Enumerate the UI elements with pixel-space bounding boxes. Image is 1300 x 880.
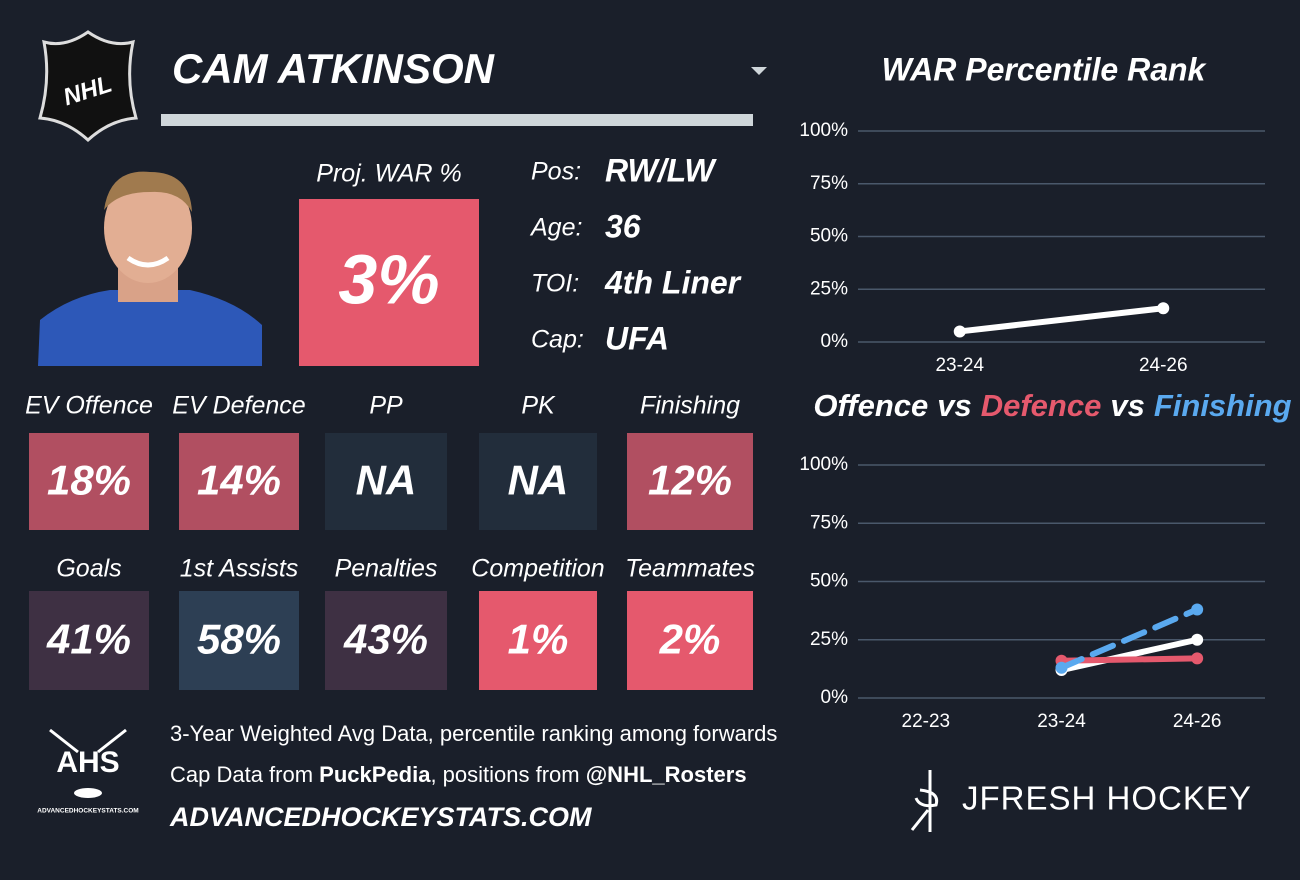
tile-box — [29, 433, 149, 530]
legend-separator: vs — [1110, 388, 1144, 423]
tile-box — [627, 591, 753, 690]
profile-label: TOI: — [531, 270, 579, 298]
y-tick-label: 50% — [810, 226, 848, 247]
credit-source[interactable]: PuckPedia — [319, 762, 431, 787]
dropdown-arrow[interactable] — [751, 67, 767, 75]
stat-tiles: EV Offence 18% EV Defence 14% PP NA PK NA Finish… — [25, 392, 755, 690]
series-point — [1191, 652, 1204, 665]
profile-label: Age: — [529, 214, 582, 242]
x-tick-label: 23-24 — [1037, 711, 1086, 732]
brand-text: JFRESH HOCKEY — [962, 780, 1252, 817]
tile-label: 1st Assists — [180, 555, 299, 583]
profile-value: 4th Liner — [604, 264, 742, 300]
jfresh-logo-mark — [910, 770, 939, 832]
x-tick-label: 23-24 — [935, 355, 984, 376]
tile-box — [179, 591, 299, 690]
legend-separator: vs — [937, 388, 971, 423]
profile-value: UFA — [605, 320, 669, 356]
tile-label: Teammates — [625, 555, 755, 583]
tile-label: Goals — [56, 555, 121, 583]
profile-value: RW/LW — [605, 152, 717, 188]
y-tick-label: 0% — [821, 331, 849, 352]
tile-label: Competition — [471, 555, 604, 583]
tile-box — [479, 591, 597, 690]
legend-entry: Offence — [813, 388, 928, 423]
tile-box — [479, 433, 597, 530]
tile-value: 14% — [197, 457, 281, 504]
profile: Pos: RW/LW Age: 36 TOI: 4th Liner Cap: UFA — [529, 152, 742, 356]
y-tick-label: 75% — [810, 173, 848, 194]
tile-box — [627, 433, 753, 530]
y-tick-label: 0% — [821, 687, 849, 708]
tile-value: NA — [356, 457, 417, 504]
y-tick-label: 100% — [799, 454, 848, 475]
series-line — [1058, 606, 1201, 671]
tile-box — [325, 433, 447, 530]
footer-credit: Cap Data from PuckPedia, positions from … — [170, 762, 747, 787]
tile-label: Finishing — [640, 392, 740, 420]
proj-war-value: 3% — [338, 240, 439, 318]
series-point — [1157, 302, 1170, 315]
name-underline — [161, 114, 753, 126]
tile-box — [179, 433, 299, 530]
proj-war-label: Proj. WAR % — [316, 160, 461, 188]
legend-entry: Defence — [981, 388, 1102, 423]
footer-site[interactable]: ADVANCEDHOCKEYSTATS.COM — [169, 802, 592, 832]
series-line — [1058, 636, 1201, 674]
tile-value: 12% — [648, 457, 732, 504]
tile-box — [325, 591, 447, 690]
chart-title: WAR Percentile Rank — [882, 51, 1208, 87]
y-tick-label: 25% — [810, 629, 848, 650]
y-tick-label: 75% — [810, 512, 848, 533]
tile-value: 43% — [343, 616, 428, 663]
tile-label: EV Offence — [25, 392, 153, 420]
legend-entry: Finishing — [1154, 388, 1292, 423]
tile-value: 41% — [46, 616, 131, 663]
footer-note: 3-Year Weighted Avg Data, percentile ran… — [170, 721, 777, 746]
ahs-logo: AHS ADVANCEDHOCKEYSTATS.COM — [37, 728, 139, 815]
profile-value: 36 — [605, 208, 641, 244]
tile-box — [29, 591, 149, 690]
x-tick-label: 22-23 — [902, 711, 951, 732]
player-name: CAM ATKINSON — [172, 45, 496, 92]
ahs-logo-caption: ADVANCEDHOCKEYSTATS.COM — [37, 808, 138, 815]
player-photo — [38, 171, 262, 366]
ahs-logo-text: AHS — [56, 746, 119, 779]
credit-text: Cap Data from — [170, 762, 319, 787]
proj-war-box — [299, 199, 479, 366]
charts: 0% 25% 50% 75% 100% 23-24 24-26 WAR Percentile … — [799, 51, 1291, 732]
nhl-shield — [38, 30, 138, 143]
tile-label: PP — [369, 392, 403, 420]
y-tick-label: 25% — [810, 278, 848, 299]
series-point — [1191, 633, 1204, 646]
series-point — [1191, 603, 1204, 616]
y-tick-label: 50% — [810, 571, 848, 592]
series-point — [1055, 661, 1068, 674]
tile-value: NA — [508, 457, 569, 504]
tile-value: 1% — [508, 616, 569, 663]
x-tick-label: 24-26 — [1139, 355, 1188, 376]
tile-value: 58% — [197, 616, 281, 663]
tile-value: 18% — [47, 457, 131, 504]
y-tick-label: 100% — [799, 120, 848, 141]
series-line — [956, 305, 1167, 335]
series-point — [953, 325, 966, 338]
tile-value: 2% — [659, 616, 721, 663]
x-tick-label: 24-26 — [1173, 711, 1222, 732]
credit-source[interactable]: @NHL_Rosters — [586, 762, 747, 787]
legend-title: Offence vs Defence vs Finishing — [813, 388, 1291, 423]
profile-label: Cap: — [531, 326, 584, 354]
credit-text: , positions from — [430, 762, 585, 787]
tile-label: EV Defence — [172, 392, 305, 420]
tile-label: PK — [521, 392, 556, 420]
profile-label: Pos: — [531, 158, 581, 186]
tile-label: Penalties — [335, 555, 438, 583]
